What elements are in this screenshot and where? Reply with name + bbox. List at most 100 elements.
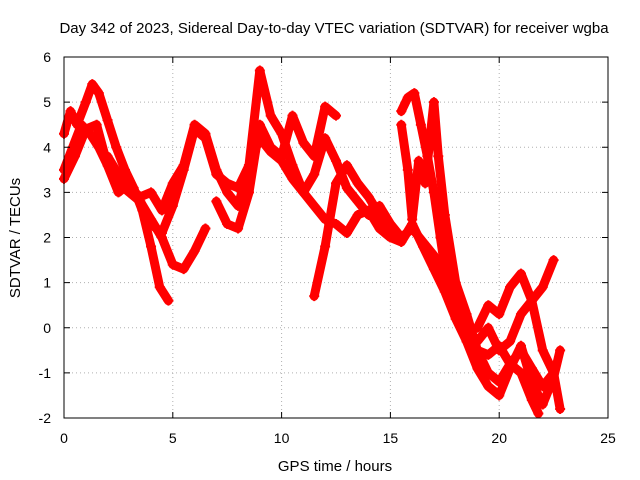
series-line: [59, 79, 173, 306]
data-point: [309, 291, 320, 302]
data-point: [254, 65, 265, 76]
data-point: [163, 295, 174, 306]
data-point: [69, 151, 80, 162]
data-point: [374, 209, 385, 220]
chart-title: Day 342 of 2023, Sidereal Day-to-day VTE…: [59, 20, 609, 37]
data-point: [396, 106, 407, 117]
data-point: [309, 169, 320, 180]
data-point: [91, 119, 102, 130]
data-point: [396, 232, 407, 243]
x-tick-label: 20: [491, 430, 507, 446]
data-point: [352, 178, 363, 189]
y-tick-label: 1: [43, 275, 51, 291]
data-point: [483, 367, 494, 378]
series-trace-7: [396, 88, 566, 410]
y-tick-label: 6: [43, 49, 51, 65]
data-point: [396, 119, 407, 130]
series-trace-6: [309, 160, 396, 302]
data-point: [526, 295, 537, 306]
data-point: [450, 277, 461, 288]
data-point: [418, 237, 429, 248]
data-point: [515, 309, 526, 320]
data-point: [494, 390, 505, 401]
data-point: [200, 223, 211, 234]
data-point: [428, 187, 439, 198]
data-point: [254, 119, 265, 130]
data-point: [102, 151, 113, 162]
x-tick-label: 15: [383, 430, 399, 446]
x-tick-label: 10: [274, 430, 290, 446]
data-point: [146, 218, 157, 229]
data-point: [483, 300, 494, 311]
data-point: [156, 205, 167, 216]
data-point: [494, 309, 505, 320]
data-point: [483, 381, 494, 392]
data-point: [298, 137, 309, 148]
data-point: [320, 101, 331, 112]
data-point: [135, 191, 146, 202]
data-point: [472, 322, 483, 333]
data-point: [435, 232, 446, 243]
data-point: [178, 264, 189, 275]
data-point: [450, 304, 461, 315]
data-point: [413, 155, 424, 166]
y-tick-label: 5: [43, 94, 51, 110]
series-trace-8: [396, 97, 544, 419]
data-point: [178, 160, 189, 171]
data-point: [494, 345, 505, 356]
data-point: [555, 345, 566, 356]
data-point: [409, 88, 420, 99]
data-point: [505, 358, 516, 369]
y-axis-title: SDTVAR / TECUs: [7, 178, 24, 298]
data-point: [200, 128, 211, 139]
data-point: [439, 209, 450, 220]
data-point: [243, 187, 254, 198]
y-tick-label: 0: [43, 320, 51, 336]
data-point: [505, 336, 516, 347]
y-tick-label: 3: [43, 184, 51, 200]
data-point: [87, 79, 98, 90]
series-trace-9: [472, 268, 559, 378]
series-line: [472, 269, 559, 378]
data-point: [515, 367, 526, 378]
data-point: [167, 178, 178, 189]
x-tick-label: 25: [600, 430, 616, 446]
x-axis-title: GPS time / hours: [278, 458, 392, 475]
tick-layer: 0 5 10 15 20 25 -2 -1 0 1 2 3 4 5 6: [39, 49, 616, 446]
y-tick-label: -2: [39, 410, 52, 426]
y-tick-label: 4: [43, 139, 51, 155]
data-point: [124, 182, 135, 193]
data-point: [80, 124, 91, 135]
data-point: [154, 282, 165, 293]
data-point: [146, 241, 157, 252]
y-tick-label: -1: [39, 365, 52, 381]
data-point: [320, 241, 331, 252]
data-point: [222, 187, 233, 198]
data-point: [433, 151, 444, 162]
data-point: [515, 340, 526, 351]
data-point: [146, 187, 157, 198]
data-point: [211, 164, 222, 175]
data-point: [526, 394, 537, 405]
data-point: [537, 399, 548, 410]
series-line: [103, 66, 559, 355]
data-point: [233, 223, 244, 234]
data-point: [363, 191, 374, 202]
data-point: [119, 164, 130, 175]
data-point: [156, 227, 167, 238]
data-point: [537, 282, 548, 293]
data-point: [80, 97, 91, 108]
data-point: [167, 259, 178, 270]
data-point: [548, 367, 559, 378]
data-point: [341, 182, 352, 193]
data-point: [189, 119, 200, 130]
y-tick-label: 2: [43, 230, 51, 246]
data-point: [276, 151, 287, 162]
data-point: [548, 255, 559, 266]
data-point: [331, 110, 341, 121]
data-point: [111, 142, 122, 153]
data-point: [420, 178, 431, 189]
data-point: [515, 268, 526, 279]
series-trace-5: [211, 101, 341, 234]
